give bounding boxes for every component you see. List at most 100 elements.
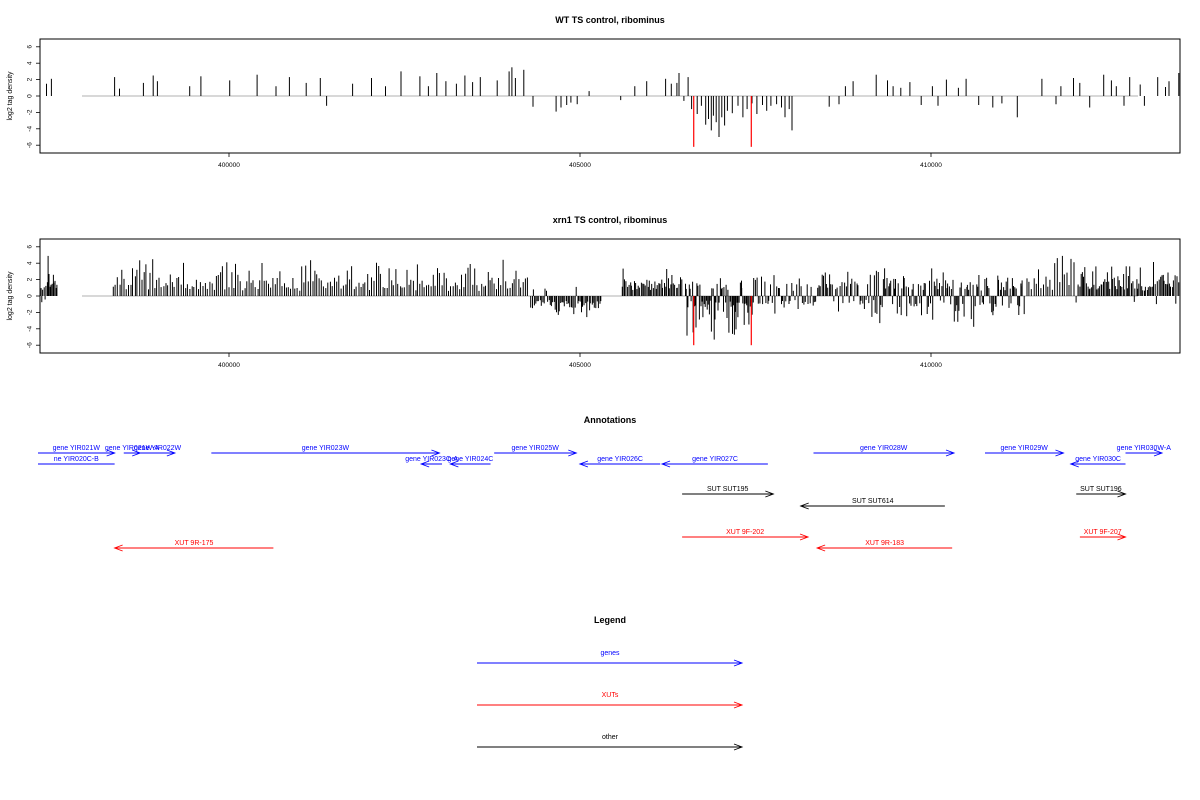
wt-ytick-label: -2 [27,109,34,115]
annotation-label: XUT 9F-207 [1084,529,1122,536]
annotation-genes-4: gene YIR023W [211,445,441,457]
arrow-right-icon [733,701,744,709]
arrow-right-icon [733,743,744,751]
annotation-label: SUT SUT195 [707,486,749,493]
wt-xtick-label: 405000 [569,162,591,169]
annotation-label: ne YIR020C-B [54,456,99,463]
arrow-left-icon [1069,460,1079,468]
wt-ytick-label: -4 [27,126,34,132]
wt-track-panel: WT TS control, ribominus log2 tag densit… [7,15,1181,169]
arrow-right-icon [1117,490,1127,498]
arrow-right-icon [568,449,578,457]
annotations-panel: Annotations gene YIR021W ne YIR020C-B gene… [38,415,1172,552]
annotation-genes-0: gene YIR021W [38,445,116,457]
arrow-left-icon [799,502,809,510]
annotation-genes-6: gene YIR024C [448,456,494,468]
annotation-genes-1: ne YIR020C-B [38,456,115,465]
annotation-label: gene YIR021W [53,445,101,452]
annotation-genes-8: gene YIR026C [578,456,661,468]
annotation-genes-13: gene YIR030W-A [1117,445,1172,457]
annotation-label: gene YIR023W [302,445,350,452]
wt-xtick-label: 410000 [920,162,942,169]
annotation-xuts-20: XUT 9F-207 [1079,529,1127,541]
annotation-genes-3: gene YIR022W [134,445,182,457]
wt-xtick-label: 400000 [218,162,240,169]
wt-ytick-label: 4 [27,61,34,65]
annotation-label: gene YIR022W [134,445,182,452]
annotation-label: gene YIR023C-A [405,456,458,463]
wt-track-title: WT TS control, ribominus [555,15,665,25]
annotation-label: gene YIR021W-A [105,445,160,452]
arrow-right-icon [945,449,956,457]
arrow-left-icon [660,460,671,468]
arrow-left-icon [449,460,459,468]
xrn1-ytick-label: -6 [27,342,34,348]
annotations-title: Annotations [584,415,637,425]
annotation-label: gene YIR028W [860,445,908,452]
xrn1-ytick-label: 6 [27,245,34,249]
arrow-right-icon [765,490,775,498]
wt-ytick-label: 0 [27,94,34,98]
annotation-genes-5: gene YIR023C-A [405,456,458,468]
xrn1-track-ylabel: log2 tag density [7,271,14,321]
wt-ytick-label: -6 [27,142,34,148]
annotation-label: XUT 9F-202 [726,529,764,536]
legend-title: Legend [594,615,626,625]
legend-panel: Legend genes XUTs other [477,615,744,751]
annotation-xuts-17: XUT 9R-175 [113,540,274,552]
annotation-label: gene YIR024C [448,456,494,463]
legend-item-other: other [477,734,744,751]
legend-item-xuts: XUTs [477,692,744,709]
annotation-other-14: SUT SUT195 [682,486,775,498]
wt-track-ylabel: log2 tag density [7,71,14,121]
arrow-right-icon [733,659,744,667]
xrn1-track-title: xrn1 TS control, ribominus [553,215,668,225]
arrow-right-icon [431,449,441,457]
annotation-label: gene YIR027C [692,456,738,463]
annotation-xuts-18: XUT 9F-202 [682,529,810,541]
arrow-right-icon [1117,533,1127,541]
xrn1-xtick-label: 400000 [218,362,240,369]
annotation-label: gene YIR030W-A [1117,445,1172,452]
annotation-genes-7: gene YIR025W [494,445,578,457]
xrn1-ytick-label: -4 [27,326,34,332]
arrow-right-icon [1153,449,1164,457]
legend-item-genes: genes [477,650,744,667]
xrn1-xtick-label: 410000 [920,362,942,369]
xrn1-ytick-label: -2 [27,309,34,315]
arrow-right-icon [799,533,810,541]
arrow-left-icon [419,460,430,468]
annotation-label: XUT 9R-183 [865,540,904,547]
xrn1-xtick-label: 405000 [569,362,591,369]
annotation-label: gene YIR025W [512,445,560,452]
legend-label: other [602,734,619,741]
annotation-genes-9: gene YIR027C [660,456,768,468]
annotation-label: gene YIR029W [1001,445,1049,452]
arrow-left-icon [113,544,123,552]
annotation-label: SUT SUT196 [1080,486,1122,493]
arrow-right-icon [106,449,116,457]
xrn1-ytick-label: 0 [27,294,34,298]
annotation-genes-10: gene YIR028W [813,445,956,457]
annotation-label: XUT 9R-175 [175,540,214,547]
annotation-label: gene YIR030C [1075,456,1121,463]
annotation-other-16: SUT SUT196 [1076,486,1127,498]
annotation-xuts-19: XUT 9R-183 [815,540,953,552]
wt-ytick-label: 2 [27,77,34,81]
arrow-left-icon [578,460,589,468]
annotation-genes-11: gene YIR029W [985,445,1065,457]
arrow-right-icon [1055,449,1065,457]
legend-label: genes [600,650,620,657]
xrn1-ytick-label: 4 [27,261,34,265]
arrow-right-icon [166,449,177,457]
legend-label: XUTs [602,692,619,699]
xrn1-ytick-label: 2 [27,277,34,281]
annotation-other-15: SUT SUT614 [799,498,945,510]
arrow-left-icon [815,544,826,552]
annotation-genes-12: gene YIR030C [1069,456,1126,468]
wt-ytick-label: 6 [27,45,34,49]
xrn1-track-panel: xrn1 TS control, ribominus log2 tag dens… [7,215,1181,369]
annotation-label: SUT SUT614 [852,498,894,505]
annotation-label: gene YIR026C [597,456,643,463]
